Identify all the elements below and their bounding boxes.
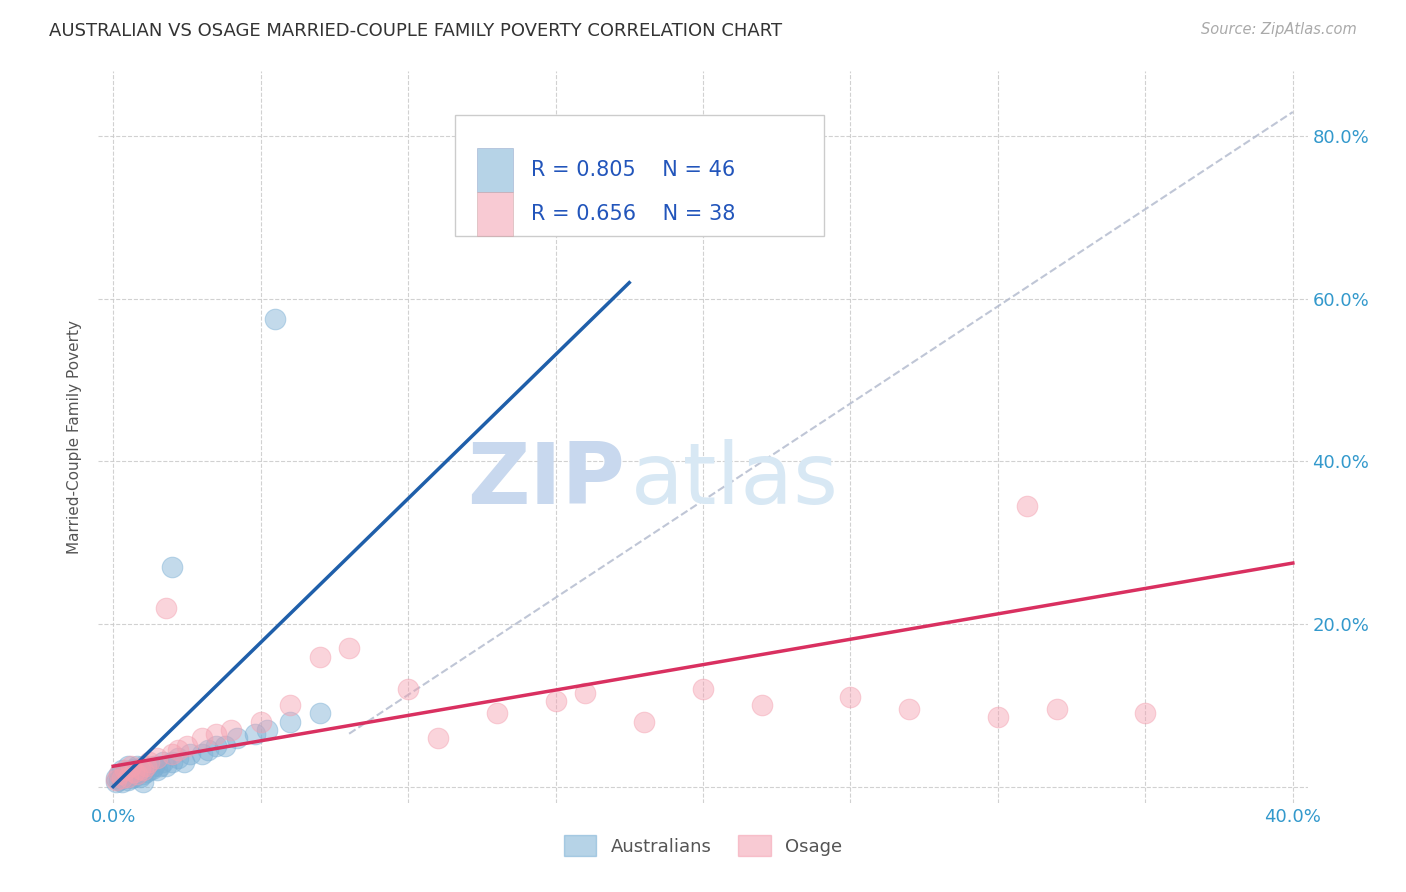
Text: R = 0.656    N = 38: R = 0.656 N = 38 (531, 204, 735, 224)
Point (108, 767, 131, 781)
Point (114, 764, 136, 778)
Point (1017, 499, 1039, 513)
Point (190, 731, 212, 745)
Point (108, 767, 131, 781)
Point (155, 759, 177, 773)
FancyBboxPatch shape (456, 115, 824, 235)
Point (105, 772, 128, 787)
Point (111, 764, 134, 778)
Point (426, 731, 449, 745)
Point (138, 764, 160, 778)
Point (122, 770, 145, 784)
Point (205, 727, 228, 741)
Point (122, 764, 145, 779)
Point (131, 759, 153, 773)
Point (839, 690, 862, 705)
Point (243, 727, 266, 741)
Text: AUSTRALIAN VS OSAGE MARRIED-COUPLE FAMILY POVERTY CORRELATION CHART: AUSTRALIAN VS OSAGE MARRIED-COUPLE FAMIL… (49, 22, 782, 40)
Point (574, 686, 596, 700)
Point (117, 772, 139, 787)
Point (249, 714, 271, 729)
Point (485, 706, 508, 721)
Text: atlas: atlas (630, 440, 838, 523)
Point (160, 747, 183, 761)
Point (751, 698, 773, 713)
Point (308, 649, 330, 664)
Point (146, 751, 169, 765)
Bar (477, 148, 513, 192)
Point (987, 710, 1010, 724)
Point (122, 762, 145, 776)
Point (117, 770, 139, 784)
Point (898, 702, 921, 716)
Point (117, 767, 139, 781)
Point (143, 759, 166, 773)
Point (146, 764, 169, 778)
Legend: Australians, Osage: Australians, Osage (557, 828, 849, 863)
Point (1135, 706, 1157, 721)
Point (128, 762, 150, 776)
Point (167, 743, 190, 757)
Point (114, 770, 136, 784)
Point (278, 714, 301, 729)
Point (337, 641, 360, 656)
Point (155, 600, 177, 615)
Point (226, 731, 249, 745)
Point (105, 772, 128, 786)
Point (179, 747, 201, 761)
Point (197, 743, 219, 757)
Point (135, 764, 157, 779)
Point (135, 759, 157, 773)
Point (111, 772, 134, 786)
Point (149, 759, 172, 773)
Point (125, 767, 148, 781)
Point (138, 755, 160, 769)
Point (219, 723, 242, 737)
Point (108, 772, 131, 787)
Point (128, 764, 150, 779)
Point (141, 762, 163, 776)
Point (105, 775, 128, 789)
Point (176, 739, 198, 753)
Point (120, 759, 142, 773)
Point (256, 723, 278, 737)
Point (111, 772, 134, 786)
Point (160, 560, 183, 574)
Point (692, 681, 714, 696)
Bar (477, 192, 513, 235)
Point (120, 772, 142, 786)
Point (160, 755, 183, 769)
Point (128, 770, 150, 784)
Text: R = 0.805    N = 46: R = 0.805 N = 46 (531, 160, 735, 180)
Point (633, 714, 655, 729)
Point (396, 681, 419, 696)
Point (278, 698, 301, 713)
Point (125, 767, 148, 781)
Point (205, 739, 228, 753)
Point (120, 764, 142, 778)
Text: Source: ZipAtlas.com: Source: ZipAtlas.com (1201, 22, 1357, 37)
Point (190, 747, 212, 761)
Point (1046, 702, 1069, 716)
Point (264, 312, 287, 326)
Point (167, 751, 190, 765)
Point (131, 775, 153, 789)
Point (131, 767, 153, 781)
Point (125, 759, 148, 773)
Point (152, 755, 174, 769)
Point (117, 759, 139, 773)
Point (214, 739, 236, 753)
Point (308, 706, 330, 721)
Point (544, 694, 567, 708)
Point (131, 764, 153, 778)
Point (114, 764, 136, 779)
Text: ZIP: ZIP (467, 440, 624, 523)
Point (111, 775, 134, 789)
Point (173, 755, 195, 769)
Y-axis label: Married-Couple Family Poverty: Married-Couple Family Poverty (67, 320, 83, 554)
